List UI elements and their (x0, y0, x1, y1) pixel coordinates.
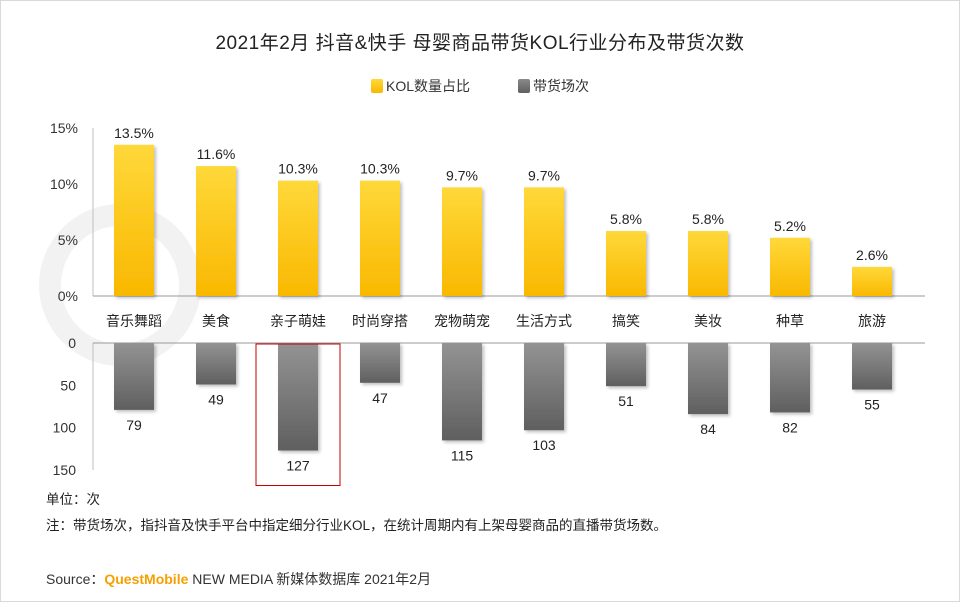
highlight-box (255, 343, 341, 487)
category-label: 美妆 (694, 313, 722, 329)
sessions-bar-label: 51 (618, 393, 634, 409)
kol-bar (442, 187, 482, 296)
sessions-bar (278, 343, 318, 451)
bottom-y-tick-label: 50 (60, 377, 76, 393)
kol-bar-label: 5.8% (692, 211, 724, 227)
sessions-bar (360, 343, 400, 383)
source-rest: NEW MEDIA 新媒体数据库 2021年2月 (188, 571, 432, 587)
sessions-bar-label: 115 (451, 447, 474, 463)
kol-bar (606, 231, 646, 296)
kol-bar-label: 5.8% (610, 211, 642, 227)
kol-bar (688, 231, 728, 296)
legend-label-sessions: 带货场次 (532, 78, 589, 94)
category-label: 生活方式 (516, 313, 572, 329)
bottom-y-tick-label: 100 (53, 420, 77, 436)
sessions-bar-label: 82 (782, 419, 798, 435)
chart-title: 2021年2月 抖音&快手 母婴商品带货KOL行业分布及带货次数 (215, 33, 745, 54)
top-y-tick-label: 5% (58, 232, 78, 248)
legend-swatch-sessions (517, 79, 530, 93)
kol-bar-label: 2.6% (856, 247, 888, 263)
kol-bar-label: 13.5% (114, 125, 154, 141)
kol-bar (114, 144, 154, 296)
kol-bar-label: 10.3% (278, 161, 318, 177)
legend-item-kol: KOL数量占比 (371, 76, 470, 96)
sessions-bar (196, 343, 236, 385)
sessions-bar (606, 343, 646, 387)
sessions-bar (524, 343, 564, 431)
bottom-y-tick-label: 0 (68, 335, 76, 351)
sessions-bar-label: 79 (126, 417, 142, 433)
definition-note: 注：带货场次，指抖音及快手平台中指定细分行业KOL，在统计周期内有上架母婴商品的… (46, 518, 668, 533)
category-label: 时尚穿搭 (352, 313, 408, 329)
bottom-y-tick-label: 150 (53, 462, 77, 478)
kol-bar (770, 237, 810, 296)
sessions-bar (688, 343, 728, 415)
sessions-bar-label: 55 (864, 397, 880, 413)
sessions-bar-label: 127 (286, 458, 310, 474)
sessions-bar (852, 343, 892, 390)
kol-bar-label: 9.7% (528, 167, 560, 183)
sessions-bar (114, 343, 154, 410)
top-y-tick-label: 10% (50, 176, 78, 192)
category-label: 音乐舞蹈 (106, 313, 162, 329)
legend-swatch-kol (371, 79, 384, 93)
sessions-bar-label: 84 (700, 421, 716, 437)
sessions-bar-label: 47 (372, 390, 388, 406)
top-y-tick-label: 0% (58, 288, 78, 304)
category-label: 亲子萌娃 (270, 313, 326, 329)
sessions-bar-label: 103 (532, 437, 556, 453)
legend-item-sessions: 带货场次 (517, 76, 589, 96)
kol-bar (524, 187, 564, 296)
category-label: 美食 (202, 313, 230, 329)
kol-bar-label: 9.7% (446, 167, 478, 183)
legend-label-kol: KOL数量占比 (386, 78, 471, 94)
kol-bar-label: 11.6% (197, 146, 236, 162)
category-label: 搞笑 (612, 313, 640, 329)
kol-bar-label: 10.3% (360, 161, 400, 177)
legend: KOL数量占比 带货场次 (0, 76, 960, 96)
kol-bar (360, 180, 400, 296)
kol-bar (196, 166, 236, 296)
kol-bar-label: 5.2% (774, 218, 806, 234)
source-prefix: Source： (46, 571, 105, 587)
kol-bar (852, 266, 892, 296)
category-label: 旅游 (858, 313, 886, 329)
sessions-bar (770, 343, 810, 413)
source-line: Source：QuestMobile NEW MEDIA 新媒体数据库 2021… (46, 569, 431, 589)
sessions-bar-label: 49 (208, 391, 224, 407)
unit-note: 单位：次 (46, 492, 100, 507)
source-brand: QuestMobile (104, 571, 189, 587)
sessions-bar (442, 343, 482, 441)
category-label: 宠物萌宠 (434, 313, 490, 329)
kol-bar (278, 180, 318, 296)
category-label: 种草 (776, 313, 804, 329)
top-y-tick-label: 15% (50, 120, 78, 136)
